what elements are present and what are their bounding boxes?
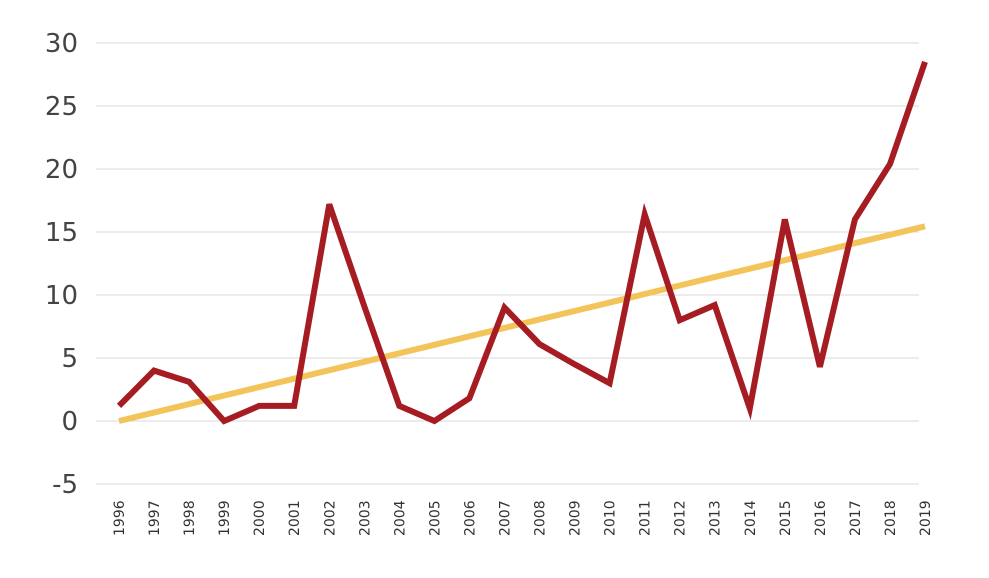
y-tick-label: 25 [45, 92, 78, 122]
y-tick-label: -5 [52, 470, 78, 500]
y-tick-label: 20 [45, 155, 78, 185]
y-tick-label: 0 [61, 407, 78, 437]
x-tick-label: 2016 [813, 500, 829, 536]
x-tick-label: 2003 [357, 500, 373, 536]
series-line-main [116, 60, 928, 425]
x-tick-label: 2011 [638, 500, 654, 536]
y-tick-label: 15 [45, 218, 78, 248]
x-tick-label: 2006 [462, 500, 478, 536]
x-tick-label: 2012 [673, 500, 689, 536]
gridlines [96, 42, 919, 485]
x-tick-label: 2017 [848, 500, 864, 536]
x-tick-label: 2000 [252, 500, 268, 536]
x-tick-label: 1998 [182, 500, 198, 536]
x-tick-label: 1997 [147, 500, 163, 536]
x-tick-label: 2008 [533, 500, 549, 536]
y-axis-tick-labels: 30 25 20 15 10 5 0 -5 [45, 29, 78, 500]
x-tick-label: 2014 [743, 500, 759, 536]
x-tick-label: 2005 [427, 500, 443, 536]
x-tick-label: 2015 [778, 500, 794, 536]
series-lines [116, 60, 928, 425]
x-tick-label: 2013 [708, 500, 724, 536]
x-tick-label: 2004 [392, 500, 408, 536]
x-tick-label: 2002 [322, 500, 338, 536]
x-tick-label: 2018 [883, 500, 899, 536]
y-tick-label: 5 [61, 344, 78, 374]
x-tick-label: 1999 [217, 500, 233, 536]
x-tick-label: 1996 [112, 500, 128, 536]
x-tick-label: 2019 [918, 500, 934, 536]
y-tick-label: 10 [45, 281, 78, 311]
x-tick-label: 2007 [497, 500, 513, 536]
y-tick-label: 30 [45, 29, 78, 59]
x-tick-label: 2001 [287, 500, 303, 536]
x-tick-label: 2009 [568, 500, 584, 536]
x-axis-tick-labels: 1996 1997 1998 1999 2000 2001 2002 2003 2004 2005… [112, 500, 934, 536]
x-tick-label: 2010 [603, 500, 619, 536]
